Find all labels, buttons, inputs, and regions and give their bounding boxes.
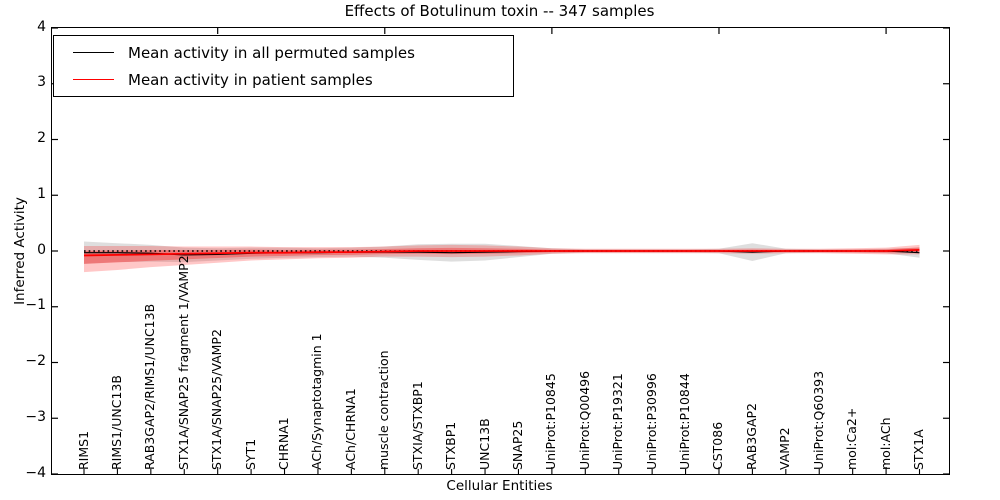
x-tick-label: UniProt:Q00496 [576, 370, 592, 470]
y-tick-label: −3 [25, 408, 46, 425]
x-tick-label: CHRNA1 [276, 417, 292, 470]
x-tick-label: ACh/Synaptotagmin 1 [309, 333, 325, 470]
y-tick-label: 0 [37, 241, 46, 258]
y-axis-title: Inferred Activity [12, 197, 28, 305]
x-tick-label: UniProt:P19321 [610, 373, 626, 470]
legend: Mean activity in all permuted samples Me… [53, 35, 514, 97]
y-tick-label: 3 [37, 74, 46, 91]
y-tick-label: −4 [25, 464, 46, 481]
plot-svg [52, 28, 949, 474]
permuted-samples-spread-band [84, 241, 920, 264]
legend-entry-permuted: Mean activity in all permuted samples [54, 39, 513, 66]
patient-mean-line [83, 248, 920, 257]
x-axis-title: Cellular Entities [446, 478, 553, 494]
x-tick-label: VAMP2 [777, 427, 793, 470]
x-tick-label: ACh/CHRNA1 [342, 388, 358, 470]
x-tick-label: STX1A/SNAP25/VAMP2 [209, 329, 225, 470]
x-tick-label: RAB3GAP2 [743, 403, 759, 470]
x-tick-label: UniProt:P30996 [643, 373, 659, 470]
x-tick-label: STX1A [911, 429, 926, 470]
chart-title: Effects of Botulinum toxin -- 347 sample… [344, 2, 655, 20]
x-tick-label: UNC13B [476, 418, 492, 470]
x-tick-label: UniProt:P10844 [677, 373, 693, 470]
y-tick-label: 4 [37, 18, 46, 35]
x-tick-label: mol:ACh [877, 417, 893, 471]
x-tick-label: STX1A/SNAP25 fragment 1/VAMP2 [175, 255, 191, 470]
x-tick-label: muscle contraction [376, 350, 392, 470]
x-tick-label: CST086 [710, 421, 726, 470]
legend-label-permuted: Mean activity in all permuted samples [128, 43, 415, 62]
x-tick-label: SNAP25 [509, 420, 525, 470]
legend-entry-patient: Mean activity in patient samples [54, 66, 513, 93]
x-tick-label: mol:Ca2+ [844, 407, 860, 470]
y-tick-label: −2 [25, 353, 46, 369]
legend-label-patient: Mean activity in patient samples [128, 70, 373, 89]
x-tick-label: RAB3GAP2/RIMS1/UNC13B [142, 303, 158, 470]
y-tick-label: 2 [37, 130, 46, 146]
plot-area [51, 27, 950, 475]
x-tick-label: SYT1 [242, 438, 258, 470]
x-tick-label: UniProt:Q60393 [810, 370, 826, 470]
permuted-line-sample [73, 52, 114, 53]
x-tick-label: UniProt:P10845 [543, 373, 559, 470]
patient-line-sample [73, 79, 114, 80]
x-tick-label: RIMS1 [75, 430, 91, 470]
x-tick-label: STXIA/STXBP1 [409, 381, 425, 470]
y-tick-label: −1 [25, 297, 46, 314]
y-tick-label: 1 [37, 185, 46, 202]
x-tick-label: RIMS1/UNC13B [108, 375, 124, 470]
x-tick-label: STXBP1 [443, 421, 459, 470]
